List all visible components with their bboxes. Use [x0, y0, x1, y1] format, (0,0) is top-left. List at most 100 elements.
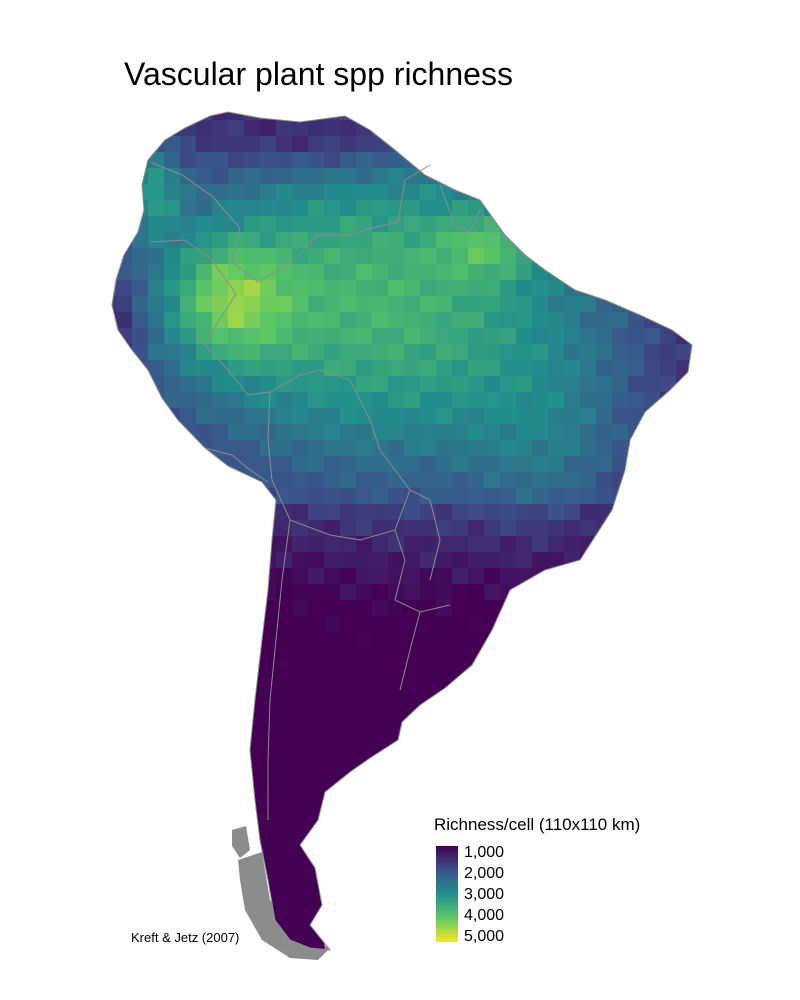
richness-cell [612, 472, 629, 489]
richness-cell [164, 248, 181, 265]
richness-cell [452, 664, 469, 681]
richness-cell [388, 168, 405, 185]
richness-cell [324, 696, 341, 713]
richness-cell [548, 520, 565, 537]
richness-cell [356, 376, 373, 393]
richness-cell [196, 440, 213, 457]
richness-cell [228, 344, 245, 361]
richness-cell [276, 216, 293, 233]
richness-cell [452, 680, 469, 697]
richness-cell [388, 152, 405, 169]
richness-cell [228, 152, 245, 169]
richness-cell [356, 616, 373, 633]
richness-cell [276, 456, 293, 473]
richness-cell [388, 456, 405, 473]
richness-cell [372, 552, 389, 569]
richness-cell [244, 456, 261, 473]
richness-cell [612, 376, 629, 393]
richness-cell [276, 664, 293, 681]
richness-cell [276, 120, 293, 137]
richness-cell [324, 744, 341, 761]
richness-cell [308, 856, 325, 873]
richness-cell [276, 344, 293, 361]
richness-cell [196, 232, 213, 249]
richness-cell [244, 696, 261, 713]
richness-cell [468, 296, 485, 313]
richness-cell [180, 328, 197, 345]
richness-cell [420, 632, 437, 649]
richness-cell [420, 264, 437, 281]
richness-cell [484, 328, 501, 345]
richness-cell [308, 216, 325, 233]
richness-cell [260, 472, 277, 489]
richness-cell [436, 360, 453, 377]
richness-cell [276, 536, 293, 553]
richness-cell [532, 280, 549, 297]
richness-cell [340, 168, 357, 185]
richness-cell [276, 472, 293, 489]
richness-cell [180, 200, 197, 217]
richness-cell [308, 888, 325, 905]
richness-cell [324, 424, 341, 441]
richness-cell [452, 472, 469, 489]
richness-cell [468, 312, 485, 329]
richness-cell [276, 600, 293, 617]
richness-cell [292, 664, 309, 681]
richness-cell [340, 520, 357, 537]
richness-cell [164, 200, 181, 217]
richness-cell [292, 744, 309, 761]
richness-cell [276, 360, 293, 377]
richness-cell [244, 184, 261, 201]
richness-cell [564, 440, 581, 457]
richness-cell [436, 200, 453, 217]
richness-cell [676, 344, 692, 361]
richness-cell [340, 568, 357, 585]
richness-cell [308, 664, 325, 681]
richness-cell [260, 376, 277, 393]
richness-cell [564, 520, 581, 537]
richness-cell [260, 360, 277, 377]
richness-cell [132, 344, 149, 361]
richness-cell [532, 504, 549, 521]
richness-cell [612, 504, 629, 521]
richness-cell [244, 232, 261, 249]
richness-cell [244, 360, 261, 377]
richness-cell [548, 440, 565, 457]
richness-cell [484, 312, 501, 329]
richness-cell [340, 280, 357, 297]
richness-cell [292, 712, 309, 729]
country-border [267, 519, 291, 820]
richness-cell [372, 200, 389, 217]
richness-cell [404, 168, 421, 185]
richness-cell [164, 280, 181, 297]
richness-cell [452, 632, 469, 649]
richness-cell [276, 888, 293, 905]
richness-cell [372, 152, 389, 169]
richness-cell [404, 440, 421, 457]
richness-cell [292, 216, 309, 233]
richness-cell [340, 120, 357, 137]
richness-cell [500, 216, 517, 233]
richness-cell [324, 280, 341, 297]
richness-cell [452, 536, 469, 553]
richness-cell [228, 136, 245, 153]
richness-cell [276, 696, 293, 713]
richness-cell [356, 728, 373, 745]
no-data-island [232, 826, 250, 858]
richness-cell [292, 344, 309, 361]
richness-cell [260, 120, 277, 137]
richness-cell [356, 424, 373, 441]
richness-cell [180, 136, 197, 153]
richness-cell [244, 152, 261, 169]
richness-cell [404, 616, 421, 633]
richness-cell [292, 472, 309, 489]
richness-cell [388, 680, 405, 697]
richness-cell [420, 328, 437, 345]
richness-cell [292, 248, 309, 265]
richness-cell [308, 504, 325, 521]
richness-cell [164, 312, 181, 329]
richness-cell [452, 520, 469, 537]
richness-cell [340, 152, 357, 169]
richness-cell [356, 120, 373, 137]
richness-cell [276, 728, 293, 745]
